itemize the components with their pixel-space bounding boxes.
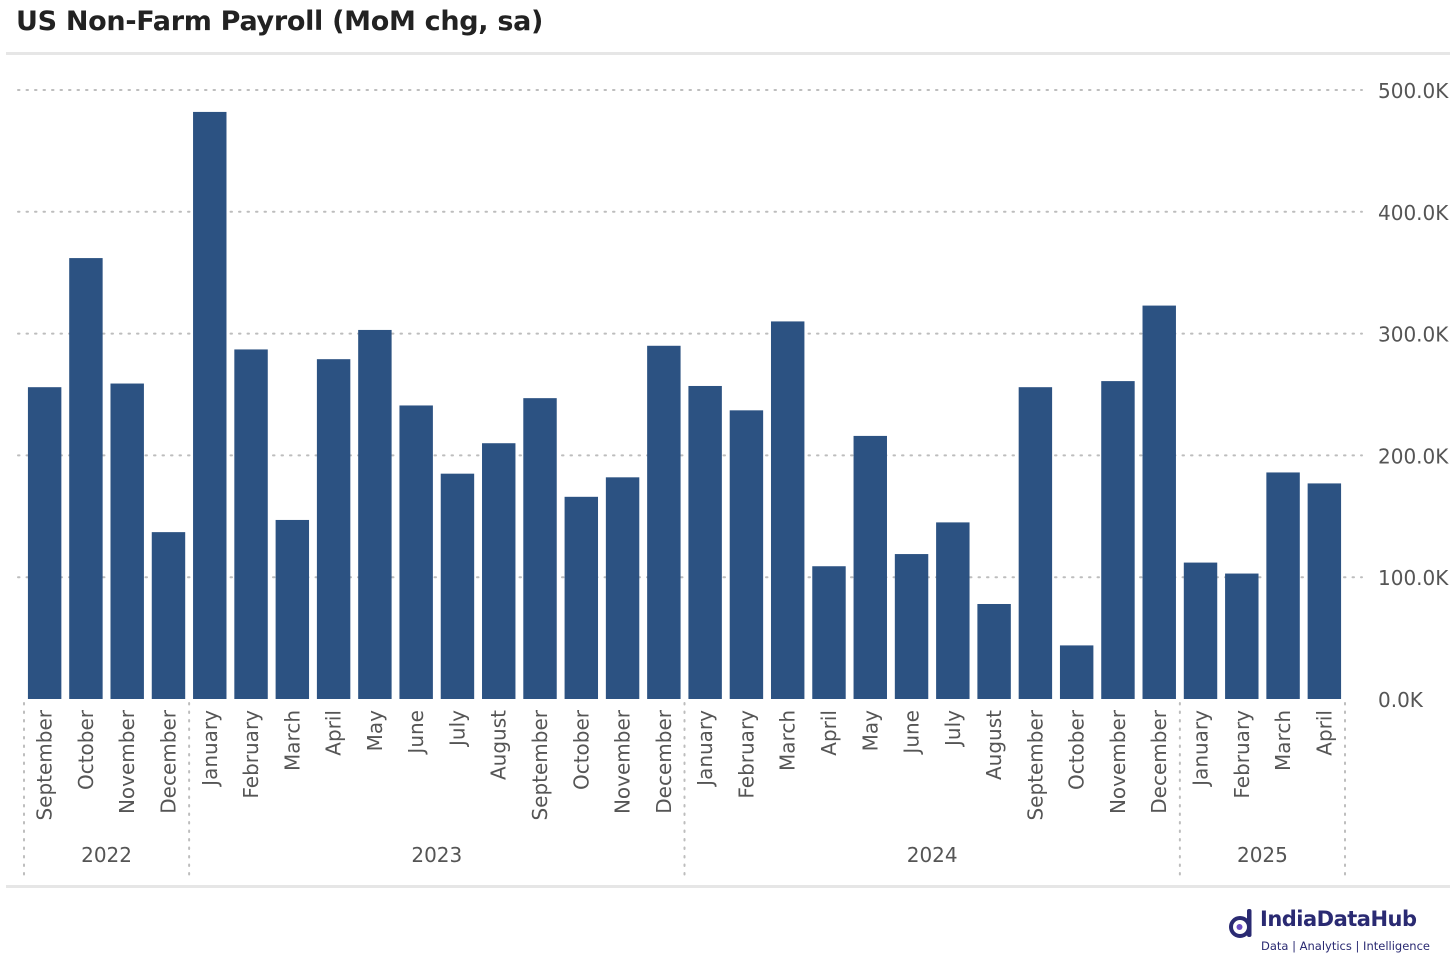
- bar: [977, 603, 1011, 699]
- bar: [853, 435, 887, 699]
- bar: [1266, 472, 1300, 699]
- x-tick-label: December: [1147, 709, 1171, 813]
- bar: [358, 329, 392, 699]
- y-tick-label: 0.0K: [1378, 688, 1424, 712]
- bar: [605, 477, 640, 699]
- x-tick-label: September: [528, 709, 552, 820]
- bar: [27, 387, 62, 699]
- chart-title: US Non-Farm Payroll (MoM chg, sa): [16, 6, 544, 37]
- bar: [688, 385, 722, 699]
- x-tick-label: May: [858, 710, 882, 752]
- x-tick-label: February: [1230, 710, 1254, 799]
- bar: [523, 398, 557, 699]
- x-tick-label: January: [1189, 710, 1213, 788]
- x-tick-label: November: [611, 709, 635, 814]
- bar-chart: 0.0K 100.0K 200.0K 300.0K 400.0K 500.0K Septem…: [17, 79, 1449, 877]
- bar: [729, 410, 764, 699]
- bar: [316, 359, 351, 699]
- brand-mark-icon: [1229, 909, 1252, 938]
- y-tick-label: 300.0K: [1378, 323, 1449, 347]
- bar: [936, 522, 970, 699]
- bar: [1101, 381, 1135, 699]
- footer-divider: [6, 885, 1450, 888]
- x-tick-label: April: [817, 710, 841, 756]
- brand-logo: IndiaDataHub Data | Analytics | Intellig…: [1228, 905, 1448, 959]
- x-tick-label: August: [487, 710, 511, 780]
- year-label: 2024: [907, 843, 958, 867]
- bar: [482, 443, 516, 699]
- bar: [564, 496, 599, 699]
- year-label: 2023: [411, 843, 462, 867]
- bar: [812, 566, 846, 699]
- x-tick-label: February: [734, 710, 758, 799]
- bar: [1225, 573, 1259, 699]
- bar: [193, 111, 227, 699]
- x-tick-label: March: [280, 710, 304, 771]
- x-tick-label: September: [33, 709, 57, 820]
- x-tick-label: May: [363, 710, 387, 752]
- x-tick-label: June: [404, 710, 428, 756]
- year-label: 2025: [1237, 843, 1288, 867]
- bar: [647, 345, 681, 699]
- header-divider: [6, 52, 1450, 55]
- bar: [1307, 483, 1342, 699]
- bar: [69, 258, 103, 699]
- year-label: 2022: [81, 843, 132, 867]
- bar: [399, 405, 433, 699]
- x-tick-label: July: [941, 710, 965, 748]
- y-tick-label: 500.0K: [1378, 79, 1449, 103]
- y-tick-label: 100.0K: [1378, 566, 1449, 590]
- x-tick-label: March: [776, 710, 800, 771]
- x-tick-label: November: [1106, 709, 1130, 814]
- x-tick-label: December: [652, 709, 676, 813]
- bar: [1142, 305, 1176, 699]
- x-tick-label: September: [1023, 709, 1047, 820]
- bar: [234, 349, 268, 699]
- x-tick-label: October: [1065, 709, 1089, 790]
- brand-tagline: Data | Analytics | Intelligence: [1261, 939, 1430, 953]
- x-tick-label: November: [115, 709, 139, 814]
- brand-name: IndiaDataHub: [1260, 907, 1417, 931]
- x-tick-label: June: [900, 710, 924, 756]
- y-tick-label: 400.0K: [1378, 201, 1449, 225]
- bar: [1183, 562, 1218, 699]
- bar: [894, 554, 929, 699]
- bar: [275, 519, 310, 699]
- x-tick-label: December: [156, 709, 180, 813]
- x-tick-label: July: [445, 710, 469, 748]
- x-tick-label: April: [1312, 710, 1336, 756]
- x-tick-label: February: [239, 710, 263, 799]
- bar: [1059, 645, 1094, 699]
- bar: [440, 473, 475, 699]
- bar: [1018, 387, 1053, 699]
- x-tick-label: March: [1271, 710, 1295, 771]
- x-tick-label: August: [982, 710, 1006, 780]
- x-tick-label: January: [693, 710, 717, 788]
- x-tick-label: October: [569, 709, 593, 790]
- bar: [110, 383, 144, 699]
- bar: [770, 321, 805, 699]
- x-tick-label: April: [322, 710, 346, 756]
- y-tick-label: 200.0K: [1378, 444, 1449, 468]
- x-tick-label: January: [198, 710, 222, 788]
- bar: [151, 532, 186, 699]
- x-tick-label: October: [74, 709, 98, 790]
